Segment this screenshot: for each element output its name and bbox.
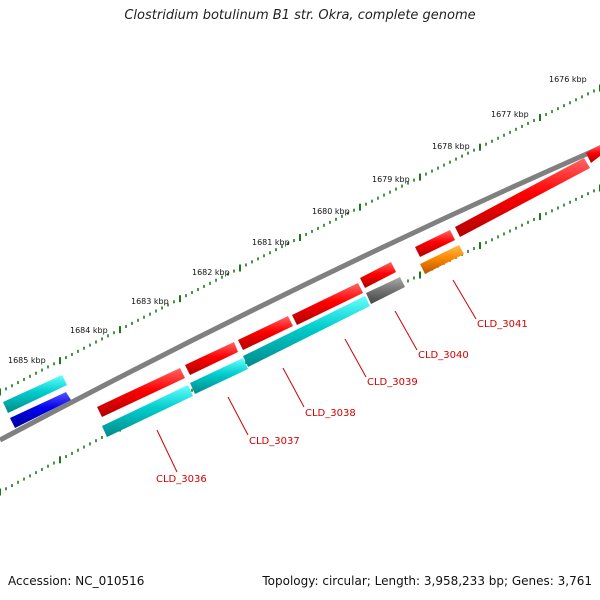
cds-feature[interactable]	[102, 385, 193, 437]
ruler-label: 1681 kbp	[252, 238, 290, 247]
ruler-label: 1685 kbp	[8, 356, 46, 365]
cds-feature[interactable]	[415, 230, 455, 257]
cds-feature[interactable]	[420, 245, 464, 274]
gene-label[interactable]: CLD_3039	[367, 377, 418, 388]
accession-text: Accession: NC_010516	[8, 574, 145, 588]
gene-label[interactable]: CLD_3040	[418, 350, 469, 361]
genome-backbone	[0, 145, 600, 443]
cds-feature[interactable]	[292, 283, 363, 325]
outer-ruler	[0, 84, 600, 396]
gene-label[interactable]: CLD_3036	[156, 474, 207, 485]
cds-feature[interactable]	[586, 145, 600, 163]
ruler-label: 1679 kbp	[372, 175, 410, 184]
cds-feature[interactable]	[360, 262, 396, 288]
cds-feature[interactable]	[10, 392, 71, 428]
gene-leader-lines	[156, 279, 477, 473]
cds-feature[interactable]	[455, 158, 590, 237]
gene-label[interactable]: CLD_3038	[305, 408, 356, 419]
ruler-label: 1680 kbp	[312, 207, 350, 216]
ruler-label: 1677 kbp	[491, 110, 529, 119]
cds-feature[interactable]	[243, 296, 370, 367]
ruler-label: 1684 kbp	[70, 326, 108, 335]
gene-label[interactable]: CLD_3041	[477, 319, 528, 330]
forward-cds-track	[10, 145, 600, 428]
cds-feature[interactable]	[366, 277, 405, 304]
ruler-label: 1683 kbp	[131, 297, 169, 306]
reverse-cds-track	[3, 245, 464, 437]
cds-feature[interactable]	[185, 342, 238, 375]
cds-feature[interactable]	[97, 368, 185, 417]
topology-text: Topology: circular; Length: 3,958,233 bp…	[262, 574, 592, 588]
ruler-label: 1678 kbp	[432, 142, 470, 151]
ruler-label: 1682 kbp	[192, 268, 230, 277]
cds-feature[interactable]	[238, 316, 293, 350]
map-title: Clostridium botulinum B1 str. Okra, comp…	[124, 8, 476, 23]
cds-feature[interactable]	[190, 358, 248, 394]
gene-label[interactable]: CLD_3037	[249, 436, 300, 447]
cds-feature[interactable]	[3, 375, 67, 413]
ruler-label: 1676 kbp	[549, 75, 587, 84]
